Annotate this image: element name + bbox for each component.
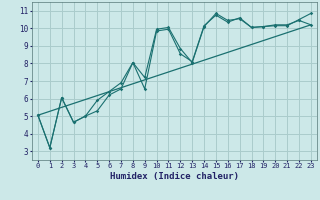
X-axis label: Humidex (Indice chaleur): Humidex (Indice chaleur) (110, 172, 239, 181)
